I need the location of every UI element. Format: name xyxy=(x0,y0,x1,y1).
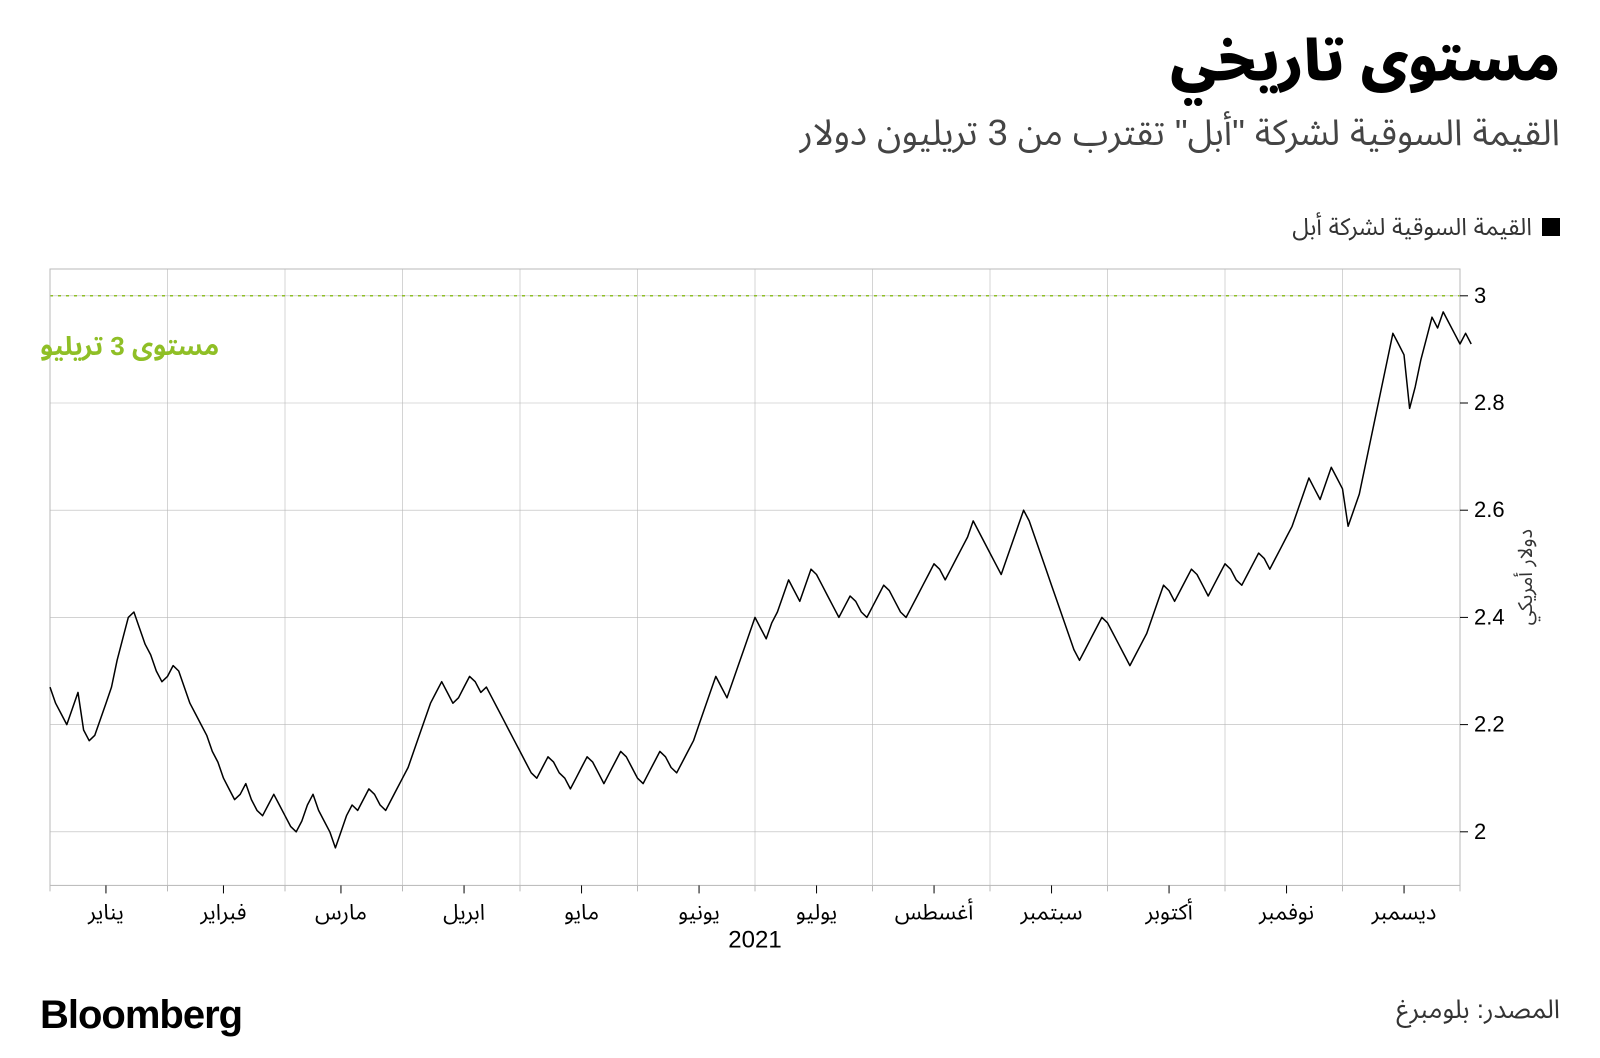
legend-swatch xyxy=(1542,218,1560,236)
chart-subtitle: القيمة السوقية لشركة "أبل" تقترب من 3 تر… xyxy=(40,96,1560,172)
svg-text:2.8: 2.8 xyxy=(1474,390,1505,415)
source-text: المصدر: بلومبرغ xyxy=(1396,983,1560,1038)
svg-text:دولار أمريكي: دولار أمريكي xyxy=(1513,529,1540,625)
legend-label: القيمة السوقية لشركة أبل xyxy=(1292,202,1532,253)
svg-text:أكتوبر: أكتوبر xyxy=(1144,898,1192,924)
svg-text:ديسمبر: ديسمبر xyxy=(1371,899,1437,924)
svg-text:مايو: مايو xyxy=(564,899,599,924)
svg-text:ابريل: ابريل xyxy=(443,899,485,924)
svg-text:مستوى 3 تريليون دولار: مستوى 3 تريليون دولار xyxy=(40,330,219,360)
svg-text:3: 3 xyxy=(1474,282,1486,307)
svg-text:يناير: يناير xyxy=(87,899,124,924)
brand-logo: Bloomberg xyxy=(40,993,242,1038)
svg-text:2021: 2021 xyxy=(728,926,781,953)
svg-text:2.4: 2.4 xyxy=(1474,604,1505,629)
svg-text:مارس: مارس xyxy=(315,899,367,925)
chart-title: مستوى تاريخي xyxy=(40,30,1560,92)
svg-text:2.2: 2.2 xyxy=(1474,711,1505,736)
legend: القيمة السوقية لشركة أبل xyxy=(40,202,1560,253)
svg-text:2: 2 xyxy=(1474,818,1486,843)
svg-text:يوليو: يوليو xyxy=(796,899,837,924)
line-chart: 2 2.2 2.4 2.6 2.8 3 دولار أمريكي يناير فبراير مار… xyxy=(40,263,1560,965)
svg-text:سبتمبر: سبتمبر xyxy=(1020,899,1083,924)
footer: المصدر: بلومبرغ Bloomberg xyxy=(40,983,1560,1038)
svg-text:2.6: 2.6 xyxy=(1474,497,1505,522)
chart-area: 2 2.2 2.4 2.6 2.8 3 دولار أمريكي يناير فبراير مار… xyxy=(40,263,1560,965)
svg-text:يونيو: يونيو xyxy=(678,899,719,924)
svg-text:نوفمبر: نوفمبر xyxy=(1258,899,1314,924)
svg-text:أغسطس: أغسطس xyxy=(895,898,973,924)
svg-text:فبراير: فبراير xyxy=(199,899,246,924)
